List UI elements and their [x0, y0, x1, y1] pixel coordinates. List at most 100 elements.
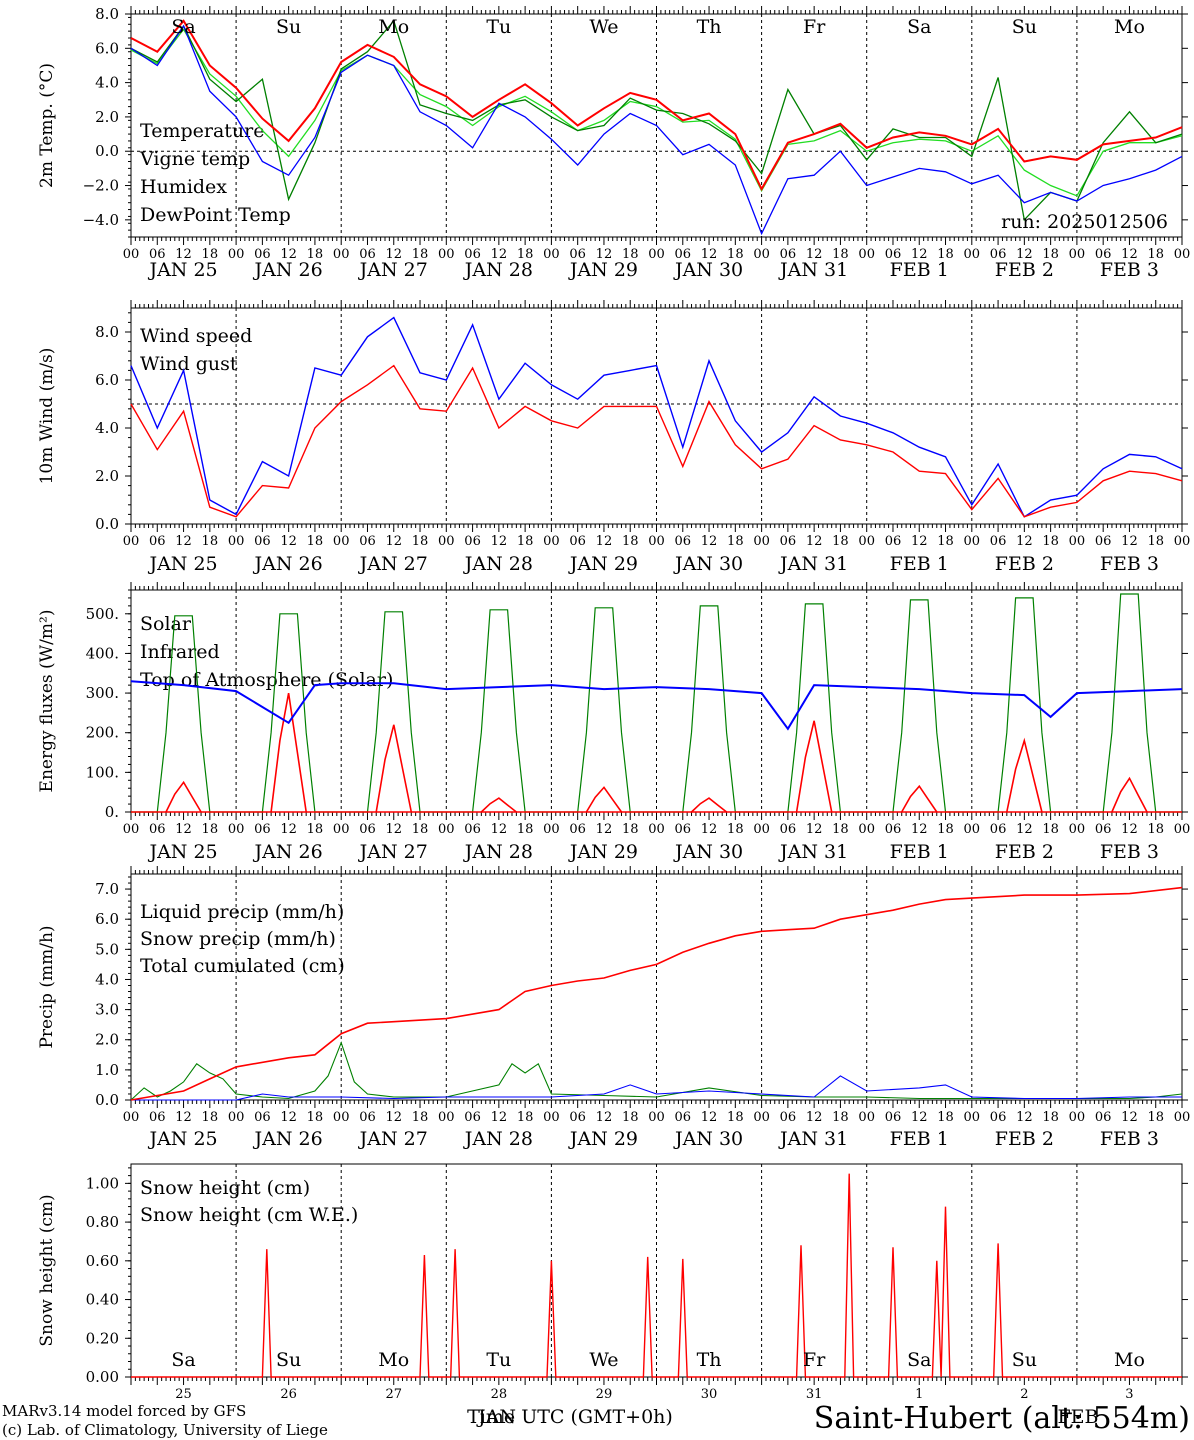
x-axis-title: Time UTC (GMT+0h) [467, 1406, 673, 1428]
hour-label: 06 [1095, 1110, 1112, 1125]
hour-label: 00 [228, 1110, 245, 1125]
legend-wind-speed: Wind speed [140, 325, 252, 347]
day-number: 3 [1125, 1387, 1133, 1402]
hour-label: 00 [964, 822, 981, 837]
hour-label: 00 [1069, 822, 1086, 837]
y-tick-label: 1.0 [95, 1061, 119, 1079]
hour-label: 12 [1016, 1110, 1033, 1125]
y-tick-label: 2.0 [95, 1031, 119, 1049]
hour-label: 18 [307, 822, 324, 837]
weekday-label-bottom: Sa [171, 1349, 195, 1371]
date-label: JAN 28 [463, 1128, 533, 1150]
hour-label: 12 [596, 822, 613, 837]
y-tick-label: 0.20 [86, 1329, 119, 1347]
toa-solar-day [1076, 593, 1182, 813]
weekday-label: Fr [803, 16, 826, 38]
legend-wind-gust: Wind gust [140, 353, 238, 375]
series-line-0-3 [130, 28, 1183, 197]
date-label: JAN 29 [568, 553, 638, 575]
hour-label: 18 [1042, 1110, 1059, 1125]
solar-day [375, 724, 413, 813]
hour-label: 12 [1016, 534, 1033, 549]
hour-label: 12 [1016, 247, 1033, 262]
hour-label: 12 [806, 534, 823, 549]
hour-label: 18 [307, 534, 324, 549]
date-label: JAN 30 [673, 553, 743, 575]
date-label: JAN 30 [673, 259, 743, 281]
hour-label: 12 [1121, 247, 1138, 262]
weekday-label-bottom: Mo [378, 1349, 409, 1371]
weekday-label-bottom: Su [1012, 1349, 1037, 1371]
date-label: FEB 2 [995, 841, 1054, 863]
day-number: 26 [280, 1387, 297, 1402]
hour-label: 12 [806, 822, 823, 837]
y-axis-label: Precip (mm/h) [37, 925, 57, 1048]
hour-label: 18 [1042, 822, 1059, 837]
run-label: run: 2025012506 [1001, 211, 1168, 233]
day-number: 30 [701, 1387, 718, 1402]
date-label: FEB 3 [1100, 1128, 1159, 1150]
hour-label: 06 [569, 534, 586, 549]
series-line-0-0 [130, 19, 1183, 192]
toa-solar-day [446, 609, 552, 813]
day-number: 2 [1020, 1387, 1028, 1402]
weekday-label: Su [1012, 16, 1037, 38]
hour-label: 12 [175, 534, 192, 549]
y-tick-label: 400. [86, 644, 119, 662]
series-line-1-1 [130, 316, 1183, 518]
hour-label: 12 [596, 534, 613, 549]
hour-label: 06 [990, 247, 1007, 262]
hour-label: 06 [254, 247, 271, 262]
hour-label: 18 [307, 247, 324, 262]
date-label: JAN 25 [147, 259, 217, 281]
hour-label: 12 [596, 1110, 613, 1125]
hour-label: 00 [858, 1110, 875, 1125]
y-tick-label: 2.0 [95, 467, 119, 485]
date-label: FEB 3 [1100, 841, 1159, 863]
hour-label: 18 [832, 534, 849, 549]
hour-label: 06 [464, 534, 481, 549]
hour-label: 00 [964, 1110, 981, 1125]
date-label: JAN 26 [253, 259, 323, 281]
hour-label: 06 [675, 822, 692, 837]
hour-label: 00 [438, 247, 455, 262]
date-label: FEB 1 [890, 553, 949, 575]
date-label: JAN 27 [358, 259, 428, 281]
solar-day [270, 692, 307, 813]
hour-label: 12 [385, 822, 402, 837]
hour-label: 00 [753, 247, 770, 262]
hour-label: 06 [254, 822, 271, 837]
hour-label: 06 [359, 1110, 376, 1125]
hour-label: 12 [175, 1110, 192, 1125]
hour-label: 06 [359, 534, 376, 549]
hour-label: 00 [228, 822, 245, 837]
hour-label: 06 [675, 1110, 692, 1125]
weekday-label: We [589, 16, 618, 38]
hour-label: 00 [123, 247, 140, 262]
hour-label: 18 [517, 822, 534, 837]
hour-label: 12 [280, 1110, 297, 1125]
weekday-label: Tu [486, 16, 511, 38]
hour-label: 06 [359, 822, 376, 837]
hour-label: 18 [517, 1110, 534, 1125]
day-number: 31 [806, 1387, 823, 1402]
legend-solar: Solar [140, 613, 192, 635]
hour-label: 06 [569, 822, 586, 837]
weekday-label-bottom: We [589, 1349, 618, 1371]
hour-label: 12 [1121, 822, 1138, 837]
hour-label: 06 [149, 247, 166, 262]
y-tick-label: 0.0 [95, 142, 119, 160]
y-axis-label: Snow height (cm) [37, 1194, 57, 1346]
weekday-label-bottom: Sa [907, 1349, 931, 1371]
hour-label: 00 [1174, 822, 1191, 837]
y-tick-label: 7.0 [95, 880, 119, 898]
hour-label: 00 [1174, 534, 1191, 549]
date-label: JAN 31 [778, 259, 848, 281]
y-tick-label: 100. [86, 763, 119, 781]
hour-label: 00 [333, 534, 350, 549]
date-label: FEB 2 [995, 553, 1054, 575]
y-tick-label: 500. [86, 605, 119, 623]
weekday-label-bottom: Tu [486, 1349, 511, 1371]
date-label: JAN 26 [253, 553, 323, 575]
hour-label: 12 [175, 822, 192, 837]
